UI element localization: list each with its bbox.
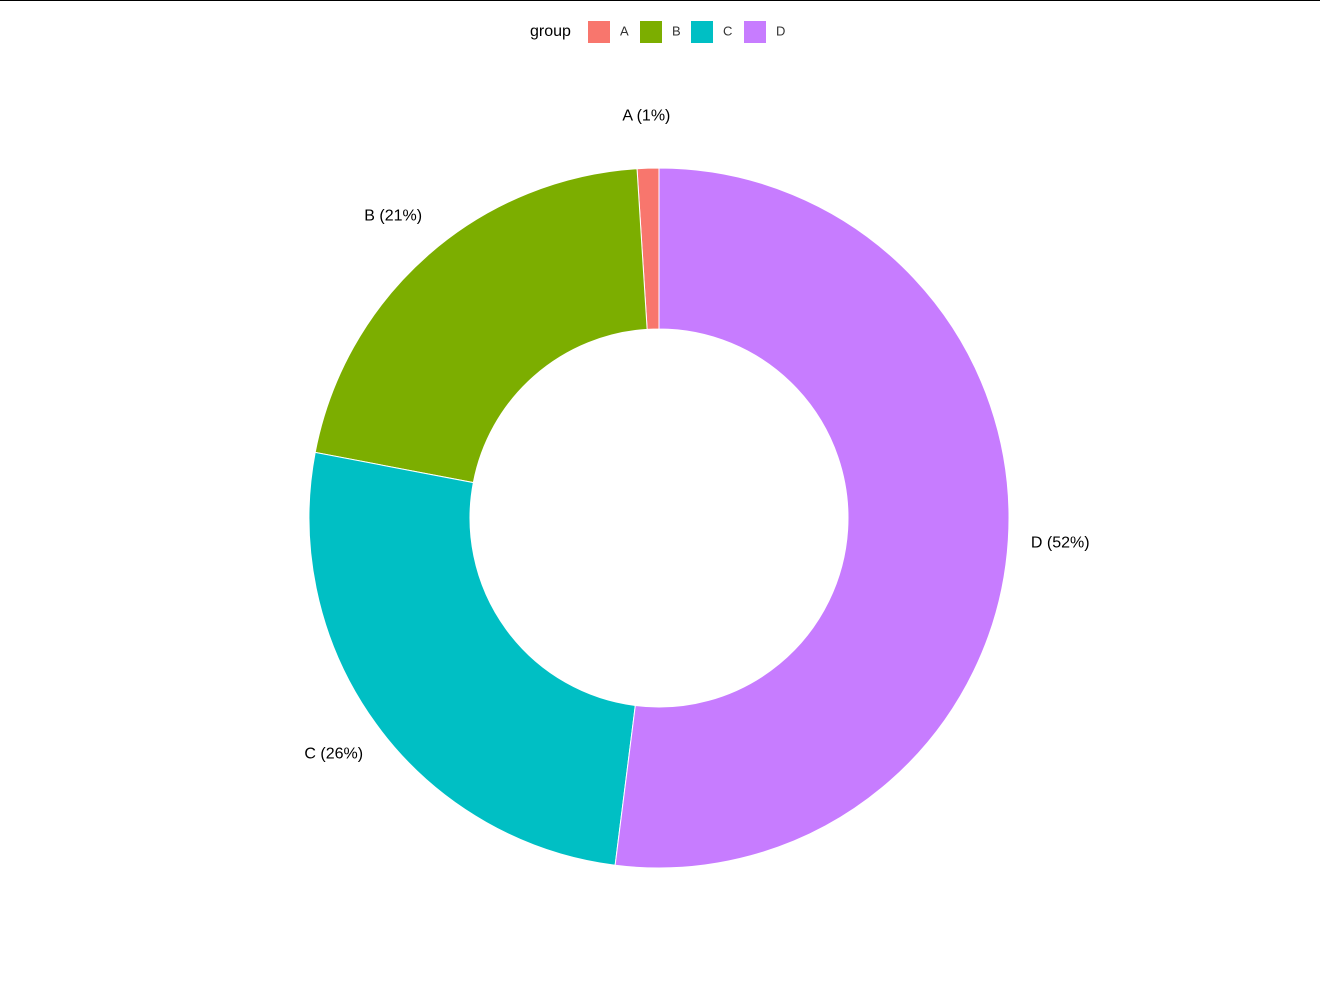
slice <box>314 168 648 484</box>
legend-key <box>691 21 713 43</box>
legend-key <box>640 21 662 43</box>
legend-label: C <box>723 23 732 38</box>
legend-label: A <box>620 23 629 38</box>
slice-label: B (21%) <box>364 208 422 225</box>
slice-label: D (52%) <box>1031 534 1090 551</box>
legend-key <box>744 21 766 43</box>
slice-label: A (1%) <box>622 107 670 124</box>
legend-title: group <box>530 23 571 40</box>
slice <box>614 167 1010 869</box>
legend-label: D <box>776 23 785 38</box>
slice-label: C (26%) <box>304 746 363 763</box>
legend-label: B <box>672 23 681 38</box>
legend-key <box>588 21 610 43</box>
slice <box>308 451 636 866</box>
